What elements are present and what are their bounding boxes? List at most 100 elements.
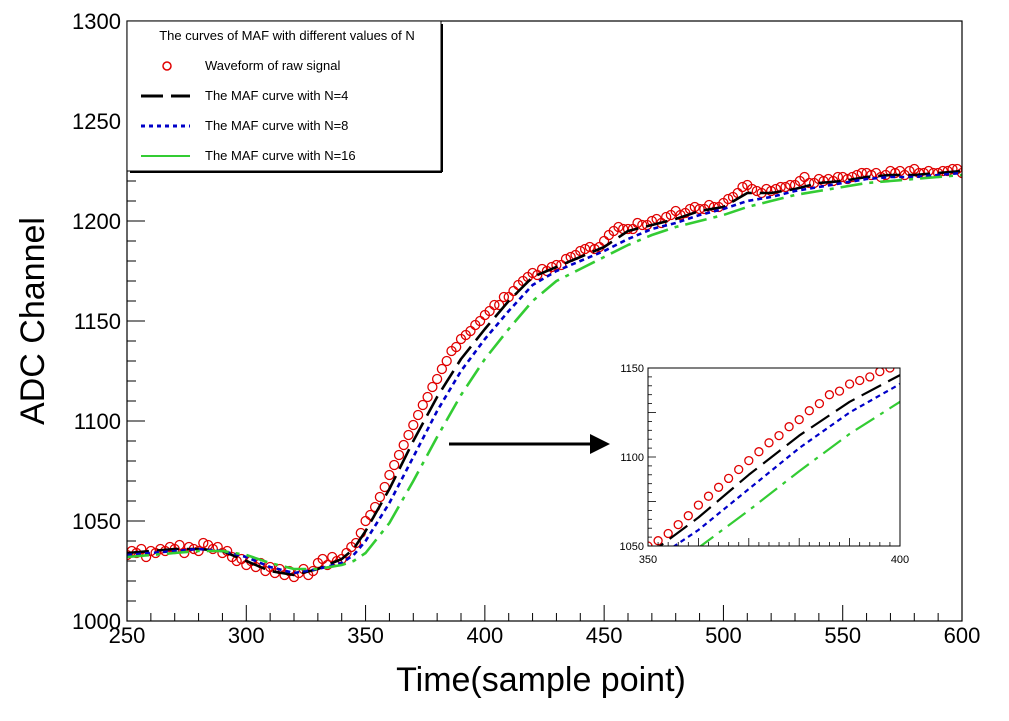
raw-signal-point xyxy=(947,163,958,175)
inset-raw-signal-point xyxy=(855,375,865,386)
y-tick-label: 1150 xyxy=(74,309,121,334)
y-tick-label: 1200 xyxy=(72,209,121,234)
raw-signal-point xyxy=(527,267,538,279)
y-tick-label: 1000 xyxy=(72,609,121,634)
inset-raw-signal-point xyxy=(703,491,714,501)
inset-raw-signal-point xyxy=(744,455,754,466)
raw-signal-point xyxy=(498,291,510,303)
inset-raw-signal-point xyxy=(784,422,794,432)
inset-raw-signal-point xyxy=(754,447,764,457)
raw-signal-point xyxy=(198,537,209,549)
raw-signal-point xyxy=(412,409,424,421)
inset-raw-signal-point xyxy=(814,398,825,409)
zoom-arrow-head xyxy=(590,434,610,454)
raw-signal-point xyxy=(193,545,204,557)
series-line-2 xyxy=(127,171,962,575)
y-axis: 1000 1050 1100 1150 1200 1250 1300 xyxy=(72,9,145,634)
inset-raw-signal-point xyxy=(774,430,784,441)
x-tick-label: 350 xyxy=(347,623,384,648)
raw-signal-point xyxy=(389,459,400,471)
legend-label-n8: The MAF curve with N=8 xyxy=(205,118,348,133)
raw-signal-point xyxy=(551,259,562,271)
legend-label-n4: The MAF curve with N=4 xyxy=(205,88,348,103)
inset-raw-signal-point xyxy=(824,390,835,400)
inset-chart: 350 400 1050 1100 1150 xyxy=(620,363,910,566)
raw-signal-point xyxy=(746,183,758,195)
series-layer xyxy=(127,163,962,583)
raw-signal-point xyxy=(403,429,414,441)
raw-signal-point xyxy=(427,381,438,393)
inset-raw-signal-point xyxy=(865,372,875,382)
inset-raw-signal-point xyxy=(804,406,814,416)
raw-signal-point xyxy=(780,181,791,193)
inset-raw-signal-point xyxy=(723,473,734,484)
raw-signal-point xyxy=(136,543,147,555)
x-tick-label: 450 xyxy=(586,623,623,648)
y-tick-label: 1100 xyxy=(74,409,121,434)
y-tick-label: 1050 xyxy=(72,509,121,534)
raw-signal-point xyxy=(723,193,734,205)
inset-y-tick-label: 1100 xyxy=(620,452,644,464)
x-axis: 250 300 350 400 450 500 550 600 xyxy=(109,605,981,648)
raw-signal-point xyxy=(804,177,815,189)
inset-axes: 350 400 1050 1100 1150 xyxy=(620,363,910,566)
inset-raw-signal-point xyxy=(794,414,804,425)
raw-signal-point xyxy=(384,469,395,481)
raw-signal-point xyxy=(183,541,195,553)
raw-signal-point xyxy=(422,391,433,403)
legend-title: The curves of MAF with different values … xyxy=(159,28,415,43)
x-tick-label: 400 xyxy=(466,623,503,648)
raw-signal-point xyxy=(847,171,858,183)
raw-signal-point xyxy=(393,449,405,461)
inset-x-tick-label: 400 xyxy=(891,554,909,566)
raw-signal-point xyxy=(451,341,462,353)
x-tick-label: 300 xyxy=(228,623,265,648)
raw-signal-point xyxy=(417,399,428,411)
inset-raw-signal-point xyxy=(713,482,724,492)
x-tick-label: 500 xyxy=(705,623,742,648)
raw-signal-point xyxy=(441,355,452,367)
raw-signal-point xyxy=(164,541,176,553)
zoom-arrow xyxy=(449,434,610,454)
y-tick-label: 1300 xyxy=(72,9,121,34)
x-axis-title: Time(sample point) xyxy=(396,661,686,699)
raw-signal-point xyxy=(489,299,500,311)
legend-label-raw: Waveform of raw signal xyxy=(205,58,340,73)
y-axis-title: ADC Channel xyxy=(14,217,52,425)
inset-raw-signal-point xyxy=(734,464,744,475)
inset-raw-signal-point xyxy=(693,500,704,510)
y-tick-label: 1250 xyxy=(72,109,121,134)
legend-marker-raw xyxy=(162,61,172,71)
raw-signal-point xyxy=(431,373,443,385)
inset-raw-signal-point xyxy=(673,519,683,530)
raw-signal-point xyxy=(866,169,877,181)
raw-signal-point xyxy=(436,363,448,375)
inset-raw-signal-point xyxy=(663,528,673,539)
inset-raw-signal-point xyxy=(683,511,693,521)
inset-raw-signal-point xyxy=(764,438,774,448)
legend: The curves of MAF with different values … xyxy=(126,20,443,173)
x-tick-label: 550 xyxy=(824,623,861,648)
inset-raw-signal-point xyxy=(834,386,845,396)
inset-y-tick-label: 1150 xyxy=(620,363,644,375)
x-tick-label: 250 xyxy=(109,623,146,648)
raw-signal-point xyxy=(374,491,386,503)
inset-x-tick-label: 350 xyxy=(639,554,657,566)
x-tick-label: 600 xyxy=(944,623,981,648)
clip-group xyxy=(127,163,962,583)
legend-label-n16: The MAF curve with N=16 xyxy=(205,148,356,163)
raw-signal-point xyxy=(737,181,748,193)
series-line-1 xyxy=(127,169,962,577)
inset-raw-signal-point xyxy=(885,368,895,373)
raw-signal-point xyxy=(408,419,419,431)
inset-raw-signal-point xyxy=(844,379,855,389)
series-line-3 xyxy=(127,173,962,571)
inset-y-tick-label: 1050 xyxy=(620,541,644,553)
inset-raw-signal-point xyxy=(875,368,885,377)
raw-signal-point xyxy=(613,221,624,233)
raw-signal-point xyxy=(751,185,762,197)
raw-signal-point xyxy=(398,439,409,451)
raw-signal-point xyxy=(575,245,586,257)
inset-background xyxy=(648,368,900,546)
